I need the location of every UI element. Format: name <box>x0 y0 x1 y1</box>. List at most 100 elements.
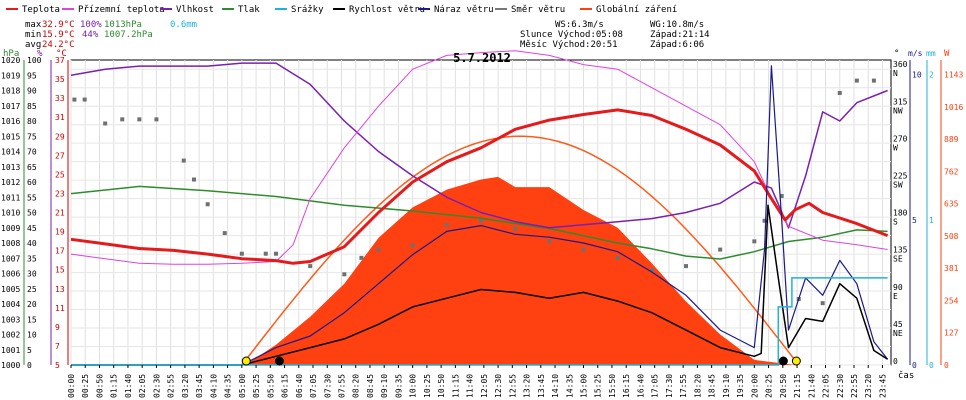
tick-label-time: 12:30 <box>494 374 503 398</box>
tick-label-direction: 360 <box>893 60 908 69</box>
tick-label-pressure: 1010 <box>1 209 20 218</box>
tick-label-time: 08:45 <box>366 374 375 398</box>
humidity-line <box>70 62 888 229</box>
tick-label-temperature: 31 <box>55 113 65 122</box>
tick-label-time: 07:05 <box>309 374 318 398</box>
tick-label-time: 17:05 <box>651 374 660 398</box>
tick-label-time: 09:10 <box>380 374 389 398</box>
tick-label-time: 15:00 <box>580 374 589 398</box>
wind-direction-point <box>72 97 77 102</box>
tick-label-temperature: 7 <box>55 342 60 351</box>
tick-label-compass: NE <box>893 329 903 338</box>
tick-label-time: 12:55 <box>508 374 517 398</box>
tick-label-time: 14:10 <box>551 374 560 398</box>
tick-label-time: 17:30 <box>665 374 674 398</box>
wind-direction-point <box>547 239 552 244</box>
tick-label-radiation: 889 <box>944 135 959 144</box>
tick-label-direction: 180 <box>893 209 908 218</box>
tick-label-rain: 2 <box>929 71 934 80</box>
tick-label-humidity: 70 <box>27 148 37 157</box>
wind-direction-point <box>205 202 210 207</box>
tick-label-humidity: 65 <box>27 163 37 172</box>
tick-label-time: 12:05 <box>480 374 489 398</box>
tick-label-humidity: 95 <box>27 71 37 80</box>
wind-direction-point <box>762 218 767 223</box>
legend: Teplota Přízemní teplota Vlhkost Tlak Srážky… <box>6 5 677 15</box>
tick-label-time: 17:55 <box>679 374 688 398</box>
tick-label-time: 05:00 <box>238 374 247 398</box>
tick-label-temperature: 5 <box>55 361 60 370</box>
tick-label-radiation: 508 <box>944 232 959 241</box>
tick-label-time: 04:35 <box>224 374 233 398</box>
tick-label-pressure: 1002 <box>1 331 20 340</box>
axis-unit-hpa: hPa <box>3 49 19 59</box>
wind-direction-point <box>410 243 415 248</box>
wind-direction-point <box>359 255 364 260</box>
stat-max-temp: 32.9°C <box>42 20 75 30</box>
x-axis-label: čas <box>898 370 914 381</box>
tick-label-radiation: 0 <box>944 361 949 370</box>
tick-label-time: 15:50 <box>608 374 617 398</box>
wind-direction-point <box>308 264 313 269</box>
tick-label-pressure: 1013 <box>1 163 20 172</box>
tick-label-time: 20:00 <box>750 374 759 398</box>
tick-label-direction: 135 <box>893 246 908 255</box>
tick-label-time: 08:20 <box>352 374 361 398</box>
tick-label-time: 22:55 <box>850 374 859 398</box>
wind-direction-point <box>837 90 842 95</box>
info-moon: Měsíc Východ:20:51 <box>520 40 618 50</box>
tick-label-compass: S <box>893 218 898 227</box>
tick-label-time: 20:25 <box>765 374 774 398</box>
sunrise-marker <box>241 356 251 366</box>
global-radiation-area <box>71 176 888 365</box>
legend-label: Přízemní teplota <box>78 5 165 15</box>
wind-speed-line <box>71 204 889 366</box>
tick-label-direction: 315 <box>893 97 908 106</box>
tick-label-compass: W <box>893 143 898 152</box>
tick-label-humidity: 90 <box>27 87 37 96</box>
wind-direction-point <box>120 117 125 122</box>
axis-unit-watt: W <box>944 49 950 59</box>
tick-label-humidity: 0 <box>27 361 32 370</box>
stat-max-press: 1013hPa <box>104 20 142 30</box>
tick-label-pressure: 1011 <box>1 193 20 202</box>
tick-label-time: 07:55 <box>338 374 347 398</box>
tick-label-radiation: 1143 <box>944 70 963 79</box>
tick-label-humidity: 5 <box>27 346 32 355</box>
tick-label-humidity: 40 <box>27 239 37 248</box>
tick-label-temperature: 17 <box>55 247 65 256</box>
legend-label: Rychlost větru <box>349 5 425 15</box>
wind-direction-point <box>854 78 859 83</box>
tick-label-time: 06:15 <box>281 374 290 398</box>
tick-label-time: 16:15 <box>622 374 631 398</box>
tick-label-pressure: 1006 <box>1 270 20 279</box>
wind-direction-point <box>342 272 347 277</box>
tick-label-temperature: 19 <box>55 228 65 237</box>
tick-label-humidity: 25 <box>27 285 37 294</box>
chart-title: 5.7.2012 <box>453 51 511 65</box>
tick-label-time: 23:45 <box>879 374 888 398</box>
tick-label-direction: 45 <box>893 320 903 329</box>
info-wg: WG:10.8m/s <box>650 20 704 30</box>
stat-min-label: min <box>25 30 41 40</box>
legend-label: Tlak <box>238 5 260 15</box>
legend-label: Vlhkost <box>176 5 214 15</box>
tick-label-time: 13:45 <box>537 374 546 398</box>
tick-label-humidity: 10 <box>27 331 37 340</box>
wind-direction-point <box>779 194 784 199</box>
plot-area <box>70 50 889 366</box>
tick-label-time: 22:30 <box>836 374 845 398</box>
stat-min-hum: 44% <box>82 30 99 40</box>
tick-label-time: 02:55 <box>167 374 176 398</box>
tick-label-time: 20:50 <box>779 374 788 398</box>
tick-label-temperature: 33 <box>55 94 65 103</box>
tick-label-temperature: 21 <box>55 209 65 218</box>
wind-direction-point <box>263 251 268 256</box>
tick-label-temperature: 29 <box>55 132 65 141</box>
tick-label-time: 11:40 <box>466 374 475 398</box>
wind-direction-point <box>137 117 142 122</box>
axis-unit-mm: mm <box>926 49 936 58</box>
tick-label-pressure: 1003 <box>1 315 20 324</box>
stat-min-temp: 15.9°C <box>42 30 75 40</box>
